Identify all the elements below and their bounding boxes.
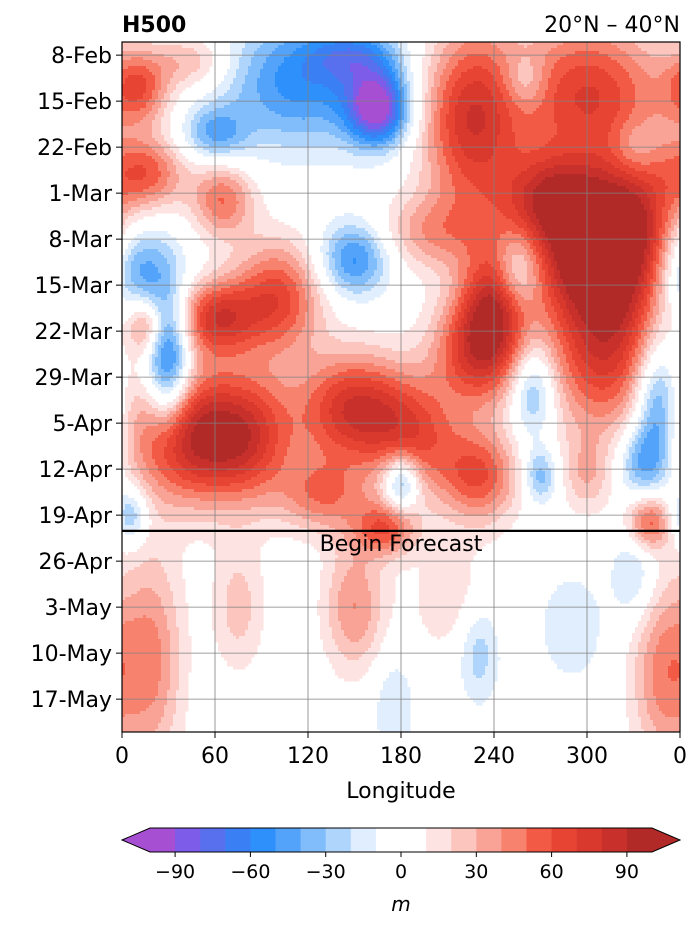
colorbar-segment [350, 828, 377, 852]
y-tick-label: 26-Apr [38, 550, 112, 575]
x-tick-label: 240 [473, 744, 515, 769]
x-tick-label: 300 [566, 744, 608, 769]
y-tick-label: 8-Feb [51, 44, 112, 69]
x-axis: 0 60 120 180 240 300 0 [115, 732, 687, 769]
colorbar-under-arrow [122, 828, 150, 852]
colorbar-over-arrow [652, 828, 680, 852]
colorbar-segment [451, 828, 477, 852]
x-tick-label: 0 [115, 744, 129, 769]
y-tick-label: 29-Mar [35, 366, 113, 391]
x-axis-label: Longitude [346, 779, 455, 804]
y-tick-label: 19-Apr [38, 504, 112, 529]
colorbar-segment [476, 828, 502, 852]
colorbar-segment [426, 828, 452, 852]
x-tick-label: 60 [201, 744, 229, 769]
y-tick-label: 17-May [31, 688, 112, 713]
colorbar-segment [300, 828, 327, 852]
x-tick-label: 120 [287, 744, 329, 769]
grid [121, 42, 681, 732]
colorbar-segment [601, 828, 628, 852]
colorbar-segment [626, 828, 653, 852]
y-tick-label: 15-Feb [37, 90, 112, 115]
x-tick-label: 0 [673, 744, 687, 769]
colorbar-segment [375, 828, 427, 852]
colorbar-segment [576, 828, 603, 852]
colorbar-segment [526, 828, 552, 852]
y-axis: 8-Feb 15-Feb 22-Feb 1-Mar 8-Mar 15-Mar 22-Mar 2… [31, 44, 122, 713]
colorbar-segment [325, 828, 352, 852]
y-tick-label: 1-Mar [49, 182, 113, 207]
colorbar-segment [501, 828, 527, 852]
colorbar-label: m [391, 892, 410, 916]
forecast-label: Begin Forecast [320, 532, 483, 557]
y-tick-label: 10-May [31, 642, 112, 667]
colorbar-segment [225, 828, 251, 852]
plot-area [122, 42, 680, 732]
chart-region-label: 20°N – 40°N [544, 13, 680, 38]
colorbar-segment [551, 828, 578, 852]
colorbar-segment [200, 828, 226, 852]
colorbar-tick-label: 90 [615, 861, 639, 883]
colorbar-tick-label: −90 [155, 861, 195, 883]
colorbar-tick-label: −30 [306, 861, 346, 883]
colorbar-tick-label: 0 [395, 861, 407, 883]
y-tick-label: 22-Mar [35, 320, 113, 345]
colorbar-segment [175, 828, 201, 852]
x-tick-label: 180 [380, 744, 422, 769]
chart-title: H500 [122, 13, 186, 38]
colorbar-segment [150, 828, 176, 852]
y-tick-label: 12-Apr [38, 458, 112, 483]
colorbar-segment [275, 828, 301, 852]
colorbar-tick-label: 60 [540, 861, 564, 883]
colorbar: −90 −60 −30 0 30 60 90 [120, 827, 682, 883]
colorbar-tick-label: 30 [464, 861, 488, 883]
y-tick-label: 15-Mar [35, 274, 113, 299]
forecast-marker: Begin Forecast [122, 529, 680, 557]
y-tick-label: 22-Feb [37, 136, 112, 161]
y-tick-label: 3-May [45, 596, 112, 621]
colorbar-tick-label: −60 [230, 861, 270, 883]
y-tick-label: 5-Apr [52, 412, 112, 437]
y-tick-label: 8-Mar [49, 228, 113, 253]
colorbar-segment [250, 828, 276, 852]
